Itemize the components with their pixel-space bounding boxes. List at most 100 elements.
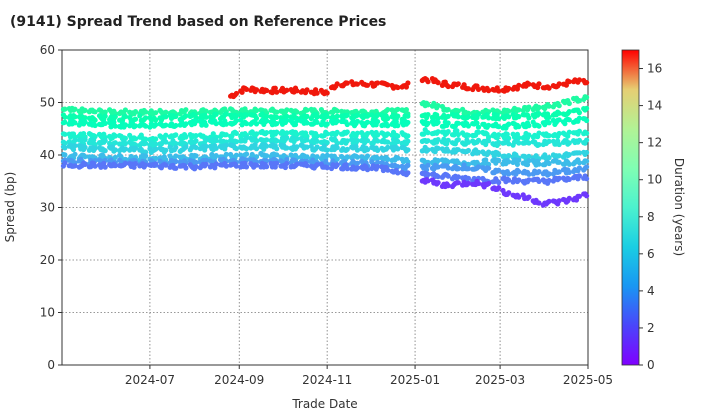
data-point xyxy=(546,138,552,144)
data-point xyxy=(556,169,562,175)
data-point xyxy=(475,111,482,117)
data-point xyxy=(294,109,300,115)
data-point xyxy=(516,177,522,183)
data-point xyxy=(584,176,590,182)
data-point xyxy=(324,147,330,153)
data-point xyxy=(584,94,590,100)
data-point xyxy=(455,174,461,180)
data-point xyxy=(324,90,330,96)
data-point xyxy=(546,120,552,126)
x-tick-label: 2024-07 xyxy=(125,373,175,387)
data-point xyxy=(72,143,78,149)
data-point xyxy=(223,121,229,127)
data-point xyxy=(364,153,371,159)
colorbar-tick-label: 16 xyxy=(647,62,662,76)
data-point xyxy=(173,113,179,119)
data-point xyxy=(284,113,290,119)
data-point xyxy=(213,145,219,151)
data-point xyxy=(223,111,229,117)
data-point xyxy=(403,84,409,90)
data-point xyxy=(566,109,572,115)
data-point xyxy=(153,122,159,128)
y-tick-label: 50 xyxy=(40,96,55,110)
data-point xyxy=(506,177,512,183)
data-point xyxy=(375,119,381,125)
data-point xyxy=(233,130,239,136)
data-point xyxy=(334,162,340,168)
data-point xyxy=(546,103,552,109)
data-point xyxy=(163,139,169,145)
data-point xyxy=(364,82,371,88)
data-point xyxy=(425,120,431,126)
data-point xyxy=(385,156,391,162)
data-point xyxy=(132,123,139,129)
data-point xyxy=(536,111,542,117)
data-point xyxy=(264,87,270,94)
data-point xyxy=(496,116,502,122)
data-point xyxy=(143,136,149,142)
data-point xyxy=(82,161,88,167)
data-point xyxy=(425,138,431,144)
data-point xyxy=(163,162,169,168)
data-point xyxy=(173,144,179,151)
data-point xyxy=(193,138,199,144)
data-point xyxy=(375,132,381,138)
data-point xyxy=(334,113,340,119)
data-point xyxy=(112,133,118,139)
colorbar-label: Duration (years) xyxy=(672,158,686,256)
data-point xyxy=(556,130,562,137)
data-point xyxy=(82,144,88,150)
data-point xyxy=(193,153,199,159)
data-point xyxy=(395,123,401,129)
data-point xyxy=(566,169,572,175)
data-point xyxy=(314,162,320,168)
data-point xyxy=(102,109,108,115)
data-point xyxy=(344,112,350,118)
data-point xyxy=(435,119,441,125)
data-point xyxy=(183,134,189,140)
data-point xyxy=(213,153,219,159)
data-point xyxy=(496,179,502,186)
data-point xyxy=(183,107,189,113)
data-point xyxy=(183,113,189,119)
data-point xyxy=(143,123,149,129)
y-tick-label: 40 xyxy=(40,148,55,162)
data-point xyxy=(465,86,471,92)
data-point xyxy=(314,144,320,150)
data-point xyxy=(445,113,451,119)
data-point xyxy=(354,165,360,171)
data-point xyxy=(153,110,159,116)
data-point xyxy=(455,120,461,126)
x-tick-label: 2025-03 xyxy=(475,373,525,387)
colorbar-tick-label: 14 xyxy=(647,99,662,113)
data-point xyxy=(526,194,532,200)
data-point xyxy=(445,120,451,126)
data-point xyxy=(143,153,149,159)
data-point xyxy=(82,119,88,125)
data-point xyxy=(556,153,562,159)
data-point xyxy=(344,146,350,152)
data-point xyxy=(203,114,209,120)
data-point xyxy=(506,114,512,120)
data-point xyxy=(375,159,381,166)
colorbar-ticks: 0 2 4 6 8 10 12 14 16 xyxy=(639,62,662,372)
data-point xyxy=(282,164,288,171)
data-point xyxy=(102,120,108,126)
data-point xyxy=(193,118,199,124)
data-point xyxy=(253,87,260,93)
data-point xyxy=(576,98,583,104)
data-point xyxy=(112,123,118,129)
data-point xyxy=(72,106,78,112)
data-point xyxy=(584,164,590,170)
data-point xyxy=(284,117,290,123)
data-point xyxy=(546,133,552,139)
data-point xyxy=(465,180,471,186)
data-point xyxy=(516,107,522,113)
data-point xyxy=(223,151,229,157)
data-point xyxy=(385,139,391,145)
data-point xyxy=(435,174,441,180)
data-point xyxy=(395,138,401,145)
data-point xyxy=(272,85,278,91)
data-point xyxy=(203,108,209,114)
data-point xyxy=(223,132,229,138)
